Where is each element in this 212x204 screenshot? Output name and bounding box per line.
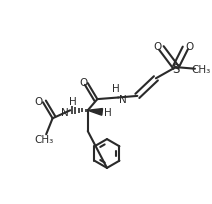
Text: O: O <box>153 42 162 52</box>
Text: N: N <box>119 95 127 105</box>
Text: N: N <box>61 108 68 118</box>
Text: CH₃: CH₃ <box>35 134 54 144</box>
Text: H: H <box>112 83 120 93</box>
Text: H: H <box>69 96 77 106</box>
Text: O: O <box>34 97 42 107</box>
Text: CH₃: CH₃ <box>191 64 210 74</box>
Text: O: O <box>185 42 193 52</box>
Text: O: O <box>80 78 88 88</box>
Polygon shape <box>88 109 103 116</box>
Text: S: S <box>172 62 179 75</box>
Text: H: H <box>104 107 112 117</box>
